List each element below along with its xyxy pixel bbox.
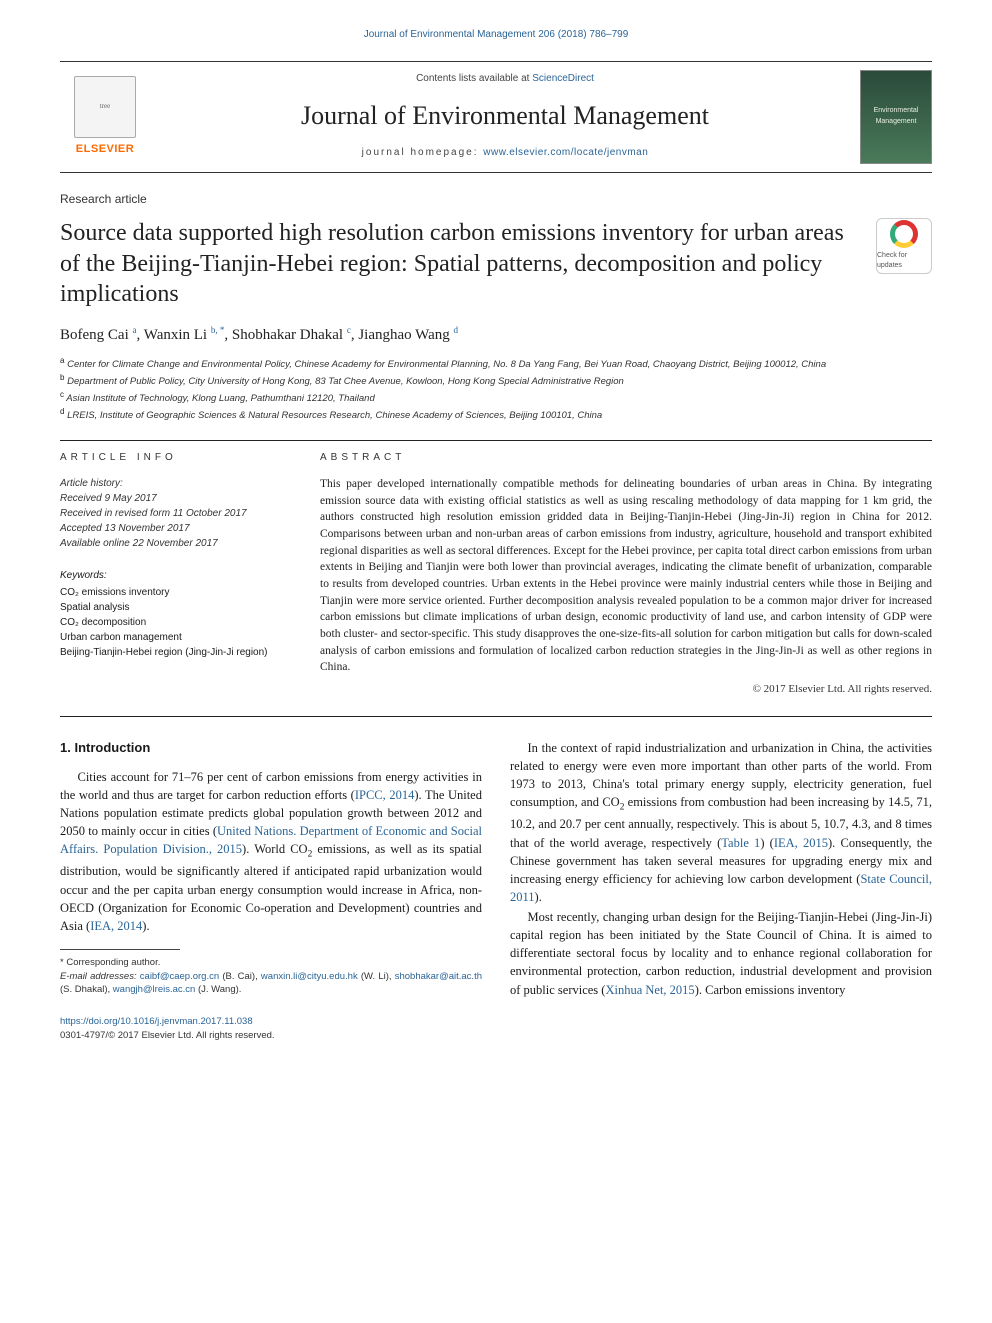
contents-prefix: Contents lists available at [416,73,532,84]
history-label: Article history: [60,476,290,491]
text-run: ). Carbon emissions inventory [695,983,846,997]
emails-line: E-mail addresses: caibf@caep.org.cn (B. … [60,970,482,998]
publisher-logo: tree ELSEVIER [60,72,150,162]
keyword: Spatial analysis [60,600,290,615]
rule [60,716,932,717]
history-accepted: Accepted 13 November 2017 [60,523,190,534]
email-link[interactable]: wanxin.li@cityu.edu.hk [261,971,358,982]
crossmark-badge[interactable]: Check for updates [876,218,932,274]
keyword: Urban carbon management [60,630,290,645]
footnote-block: * Corresponding author. E-mail addresses… [60,949,482,997]
body-paragraph: Cities account for 71–76 per cent of car… [60,768,482,935]
citation-link[interactable]: IEA, 2015 [774,836,828,850]
keyword: CO₂ decomposition [60,615,290,630]
text-run: ). [142,919,149,933]
running-head: Journal of Environmental Management 206 … [60,28,932,43]
citation-link[interactable]: Xinhua Net, 2015 [605,983,694,997]
body-paragraph: In the context of rapid industrializatio… [510,739,932,906]
affiliation: c Asian Institute of Technology, Klong L… [60,389,932,406]
section-head-intro: 1. Introduction [60,739,482,758]
history-revised: Received in revised form 11 October 2017 [60,508,247,519]
article-title: Source data supported high resolution ca… [60,218,864,310]
journal-homepage: journal homepage: www.elsevier.com/locat… [160,146,850,161]
article-type: Research article [60,191,932,208]
corresponding-note: * Corresponding author. [60,956,482,970]
masthead: tree ELSEVIER Contents lists available a… [60,61,932,173]
elsevier-wordmark: ELSEVIER [76,142,134,158]
affiliations: a Center for Climate Change and Environm… [60,355,932,423]
text-run: ) ( [760,836,774,850]
author: Wanxin Li b, * [144,327,225,343]
crossmark-icon [890,220,918,248]
footnote-rule [60,949,180,950]
abstract-head: ABSTRACT [320,451,932,466]
affiliation: b Department of Public Policy, City Univ… [60,372,932,389]
text-run: ). [535,890,542,904]
keyword: Beijing-Tianjin-Hebei region (Jing-Jin-J… [60,645,290,660]
email-link[interactable]: caibf@caep.org.cn [140,971,219,982]
abstract-copyright: © 2017 Elsevier Ltd. All rights reserved… [320,682,932,698]
emails-label: E-mail addresses: [60,971,140,982]
table-ref-link[interactable]: Table 1 [721,836,760,850]
doi-block: https://doi.org/10.1016/j.jenvman.2017.1… [60,1015,932,1043]
citation-link[interactable]: IPCC, 2014 [355,788,414,802]
author: Jianghao Wang d [358,327,458,343]
elsevier-tree-icon: tree [74,76,136,138]
keyword: CO₂ emissions inventory [60,585,290,600]
email-link[interactable]: shobhakar@ait.ac.th [395,971,482,982]
journal-cover-thumb: Environmental Management [860,70,932,164]
affiliation: a Center for Climate Change and Environm… [60,355,932,372]
contents-line: Contents lists available at ScienceDirec… [160,72,850,87]
article-history: Article history: Received 9 May 2017 Rec… [60,476,290,551]
issn-line: 0301-4797/© 2017 Elsevier Ltd. All right… [60,1030,275,1041]
homepage-link[interactable]: www.elsevier.com/locate/jenvman [483,147,648,158]
article-info-head: ARTICLE INFO [60,451,290,466]
citation-link[interactable]: IEA, 2014 [90,919,142,933]
homepage-prefix: journal homepage: [362,147,484,158]
affiliation: d LREIS, Institute of Geographic Science… [60,406,932,423]
doi-link[interactable]: https://doi.org/10.1016/j.jenvman.2017.1… [60,1016,253,1027]
journal-title: Journal of Environmental Management [160,97,850,135]
body-paragraph: Most recently, changing urban design for… [510,908,932,999]
rule [60,440,932,441]
sciencedirect-link[interactable]: ScienceDirect [532,73,594,84]
history-received: Received 9 May 2017 [60,493,157,504]
author: Shobhakar Dhakal c [232,327,351,343]
text-run: ). World CO [242,842,308,856]
crossmark-label: Check for updates [877,251,931,271]
author: Bofeng Cai a [60,327,137,343]
abstract-text: This paper developed internationally com… [320,476,932,676]
authors: Bofeng Cai a, Wanxin Li b, *, Shobhakar … [60,324,932,347]
keywords-label: Keywords: [60,569,290,584]
history-online: Available online 22 November 2017 [60,538,218,549]
keywords: Keywords: CO₂ emissions inventorySpatial… [60,569,290,661]
email-link[interactable]: wangjh@lreis.ac.cn [113,984,196,995]
